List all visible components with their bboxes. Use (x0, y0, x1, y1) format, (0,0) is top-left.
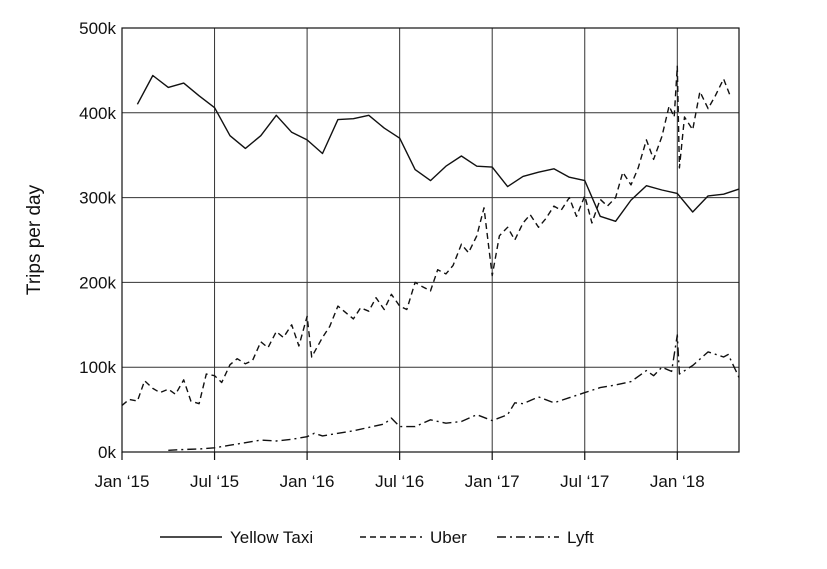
y-tick-label: 500k (79, 19, 116, 38)
grid-lines (121, 27, 739, 453)
y-tick-label: 100k (79, 358, 116, 377)
x-tick-label: Jan ‘15 (95, 472, 150, 491)
series-line-uber (121, 65, 732, 406)
y-axis-ticks: 0k 100k 200k 300k 400k 500k (79, 19, 116, 462)
x-tick-label: Jul ‘16 (375, 472, 424, 491)
y-tick-label: 0k (98, 443, 116, 462)
y-tick-label: 300k (79, 189, 116, 208)
x-tick-label: Jul ‘15 (190, 472, 239, 491)
y-tick-label: 400k (79, 104, 116, 123)
series-line-lyft (168, 334, 740, 451)
x-tick-label: Jul ‘17 (560, 472, 609, 491)
y-tick-label: 200k (79, 273, 116, 292)
x-axis-ticks: Jan ‘15 Jul ‘15 Jan ‘16 Jul ‘16 Jan ‘17 Jul ‘… (95, 452, 705, 491)
legend-label: Uber (430, 528, 467, 547)
series-lines (121, 65, 740, 451)
plot-frame (121, 27, 740, 453)
y-axis-title: Trips per day (24, 184, 45, 295)
x-tick-label: Jan ‘18 (650, 472, 705, 491)
x-tick-label: Jan ‘17 (465, 472, 520, 491)
legend-label: Yellow Taxi (230, 528, 313, 547)
legend: Yellow Taxi Uber Lyft (160, 528, 594, 547)
x-tick-label: Jan ‘16 (280, 472, 335, 491)
series-line-yellow-taxi (136, 74, 740, 222)
legend-label: Lyft (567, 528, 594, 547)
